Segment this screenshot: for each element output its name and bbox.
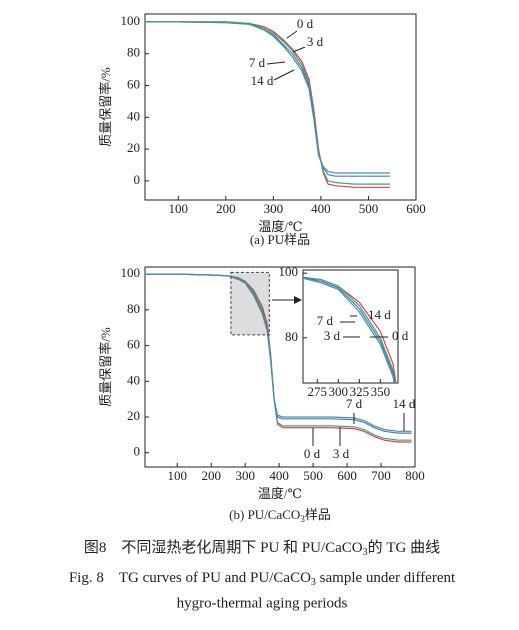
x-tick-label: 300 xyxy=(264,201,284,216)
x-tick-label: 400 xyxy=(311,201,331,216)
y-tick-label: 60 xyxy=(127,337,140,352)
y-tick-label: 0 xyxy=(134,444,141,459)
title-sub: 3 xyxy=(300,514,305,524)
chart-title: (a) PU样品 xyxy=(250,232,310,247)
series-group xyxy=(145,273,412,443)
plot-frame xyxy=(302,269,399,384)
x-tick-label: 350 xyxy=(371,384,391,399)
x-tick-label: 700 xyxy=(371,468,391,483)
series-label: 0 d xyxy=(392,328,409,343)
series-label: 7 d xyxy=(249,55,266,70)
series-line xyxy=(145,21,390,174)
series-label: 0 d xyxy=(304,446,321,461)
x-tick-label: 325 xyxy=(350,384,370,399)
x-tick-label: 200 xyxy=(216,201,236,216)
caption-part: 图8 不同湿热老化周期下 PU 和 PU/CaCO xyxy=(84,539,363,556)
series-label: 14 d xyxy=(393,396,416,411)
leader-line xyxy=(292,46,306,53)
x-tick-label: 300 xyxy=(329,384,349,399)
y-tick-label: 80 xyxy=(127,301,140,316)
y-tick-label: 100 xyxy=(121,265,141,280)
series-label: 14 d xyxy=(368,307,391,322)
x-tick-label: 200 xyxy=(201,468,221,483)
x-tick-label: 100 xyxy=(168,468,188,483)
zoom-region xyxy=(230,271,270,336)
y-tick-label: 40 xyxy=(127,372,140,387)
caption-sub: 3 xyxy=(311,577,316,588)
x-tick-label: 100 xyxy=(169,201,189,216)
x-axis-label: 温度/℃ xyxy=(258,219,302,234)
series-label: 14 d xyxy=(251,73,274,88)
leader-line xyxy=(266,61,286,65)
x-tick-label: 600 xyxy=(337,468,357,483)
series-label: 3 d xyxy=(324,328,341,343)
y-axis-label: 质量保留率/% xyxy=(98,327,113,407)
series-label: 3 d xyxy=(307,34,324,49)
series-label: 7 d xyxy=(346,396,363,411)
series-line xyxy=(145,21,390,177)
caption-part: sample under different xyxy=(316,570,456,586)
x-tick-label: 300 xyxy=(235,468,255,483)
zoom-arrowhead xyxy=(294,296,302,304)
series-label: 3 d xyxy=(333,446,350,461)
y-tick-label: 80 xyxy=(127,45,140,60)
title-part: (b) PU/CaCO xyxy=(229,507,300,522)
x-axis-label: 温度/℃ xyxy=(258,486,302,501)
caption-part: 的 TG 曲线 xyxy=(368,539,441,556)
series-group xyxy=(303,276,397,383)
series-group xyxy=(145,21,390,188)
title-part: 样品 xyxy=(305,507,331,522)
x-tick-label: 275 xyxy=(308,384,328,399)
series-line xyxy=(145,21,390,188)
y-tick-label: 20 xyxy=(127,140,140,155)
series-label: 7 d xyxy=(317,313,334,328)
y-tick-label: 20 xyxy=(127,408,140,423)
y-tick-label: 60 xyxy=(127,77,140,92)
series-line xyxy=(303,277,395,383)
caption-part: Fig. 8 TG curves of PU and PU/CaCO xyxy=(69,570,311,586)
x-tick-label: 400 xyxy=(269,468,289,483)
caption-sub: 3 xyxy=(363,547,368,558)
plot-frame xyxy=(144,13,417,201)
x-tick-label: 800 xyxy=(405,468,425,483)
y-tick-label: 100 xyxy=(121,13,141,28)
x-tick-label: 500 xyxy=(359,201,379,216)
series-label: 0 d xyxy=(297,16,314,31)
plot-frame xyxy=(144,266,416,468)
y-tick-label: 100 xyxy=(279,264,299,279)
y-tick-label: 80 xyxy=(285,329,298,344)
y-axis-label: 质量保留率/% xyxy=(98,67,113,147)
leader-line xyxy=(273,69,295,81)
caption-en: hygro-thermal aging periods xyxy=(177,595,348,611)
caption-en: Fig. 8 TG curves of PU and PU/CaCO3 samp… xyxy=(69,570,456,588)
y-tick-label: 0 xyxy=(134,172,141,187)
y-tick-label: 40 xyxy=(127,108,140,123)
caption-cn: 图8 不同湿热老化周期下 PU 和 PU/CaCO3的 TG 曲线 xyxy=(84,539,440,558)
leader-line xyxy=(286,30,298,39)
chart-title: (b) PU/CaCO3样品 xyxy=(229,507,331,524)
series-line xyxy=(145,273,412,432)
x-tick-label: 600 xyxy=(406,201,426,216)
x-tick-label: 500 xyxy=(303,468,323,483)
series-line xyxy=(145,21,390,185)
inset-bg xyxy=(303,270,398,383)
